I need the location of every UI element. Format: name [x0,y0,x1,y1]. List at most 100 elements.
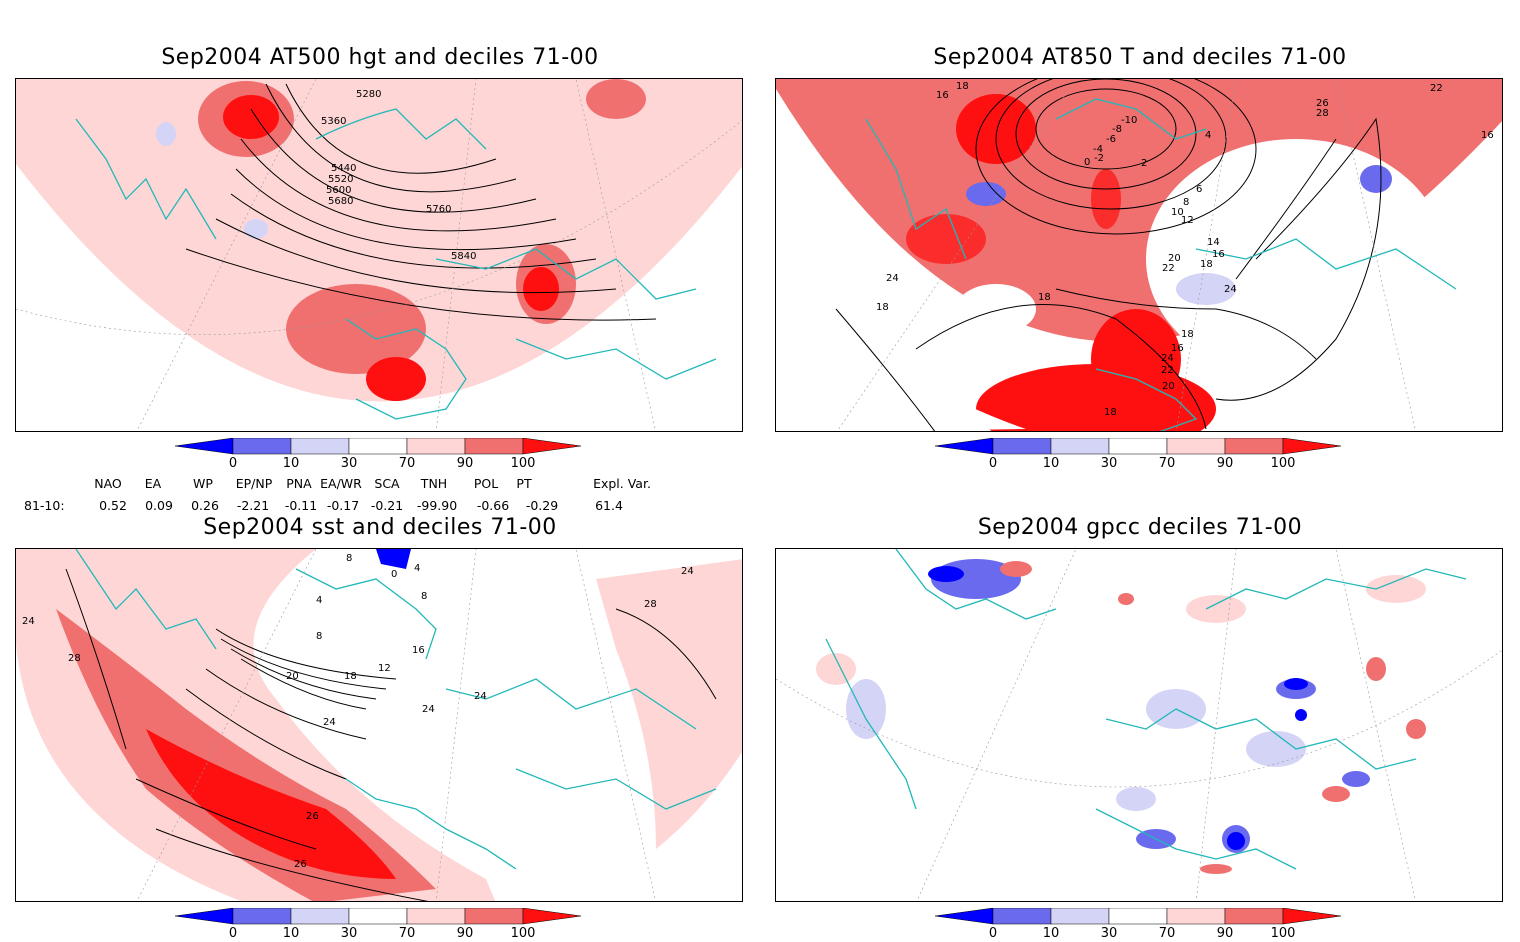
colorbar-segment-c90_100 [1224,908,1284,925]
colorbar-segment-c10_30 [1050,908,1110,925]
map-sst: 24 28 28 24 8 4 0 4 8 12 16 8 20 18 24 2… [16,549,742,901]
contour-label-5600: 5600 [326,185,351,196]
colorbar-tick-label: 0 [228,456,238,471]
contour-label-t29: 16 [1171,343,1184,354]
colorbar-segment-c70_90 [406,908,466,925]
contour-label-s17: 24 [422,704,435,715]
contour-label-t14: 10 [1171,207,1184,218]
contour-label-t33: 18 [1181,329,1194,340]
colorbar-svg [175,438,582,455]
contour-label-t9: 0 [1084,157,1090,168]
colorbar-arrow-high [1282,908,1342,925]
index-header: POL [473,476,499,491]
colorbar-tick-label: 0 [228,926,238,941]
index-header: EA/WR [320,476,362,491]
colorbar-segment-c0_10 [232,908,292,925]
index-header: PNA [286,476,312,491]
colorbar-segment-c0_10 [232,438,292,455]
contour-label-s4: 24 [681,566,694,577]
contour-label-s2: 28 [68,653,81,664]
colorbar-segment-c90_100 [1224,438,1284,455]
colorbar-hgt500: 0 10 30 70 90 100 [175,438,595,472]
index-value: -0.29 [525,498,559,513]
contour-label-s6: 4 [414,563,420,574]
index-header: NAO [94,476,122,491]
colorbar-tick-label: 10 [282,926,300,941]
colorbar-tick-label: 30 [1100,926,1118,941]
contour-label-s3: 28 [644,599,657,610]
colorbar-segment-c70_90 [406,438,466,455]
contour-label-t1: 18 [956,81,969,92]
colorbar-tick-label: 100 [510,926,536,941]
map-panel-gpcc [775,548,1503,902]
contour-label-s19: 26 [294,859,307,870]
contour-label-s15: 24 [323,717,336,728]
colorbar-arrow-low [175,438,234,455]
contour-label-t5: -8 [1112,124,1122,135]
colorbar-t850: 0 10 30 70 90 100 [935,438,1355,472]
contour-label-t4: -10 [1121,115,1137,126]
colorbar-gpcc: 0 10 30 70 90 100 [935,908,1355,942]
colorbar-tick-label: 10 [1042,456,1060,471]
index-header: PT [516,476,532,491]
colorbar-arrow-low [935,908,994,925]
colorbar-tick-label: 100 [1270,926,1296,941]
colorbar-segment-c70_90 [1166,908,1226,925]
map-panel-t850: 18 16 16 -10 -8 -6 -4 -2 0 4 2 6 8 10 12… [775,78,1503,432]
contour-label-t20: 22 [1162,263,1175,274]
colorbar-tick-label: 70 [1158,926,1176,941]
colorbar-tick-label: 30 [340,456,358,471]
index-value: 61.4 [595,498,623,513]
colorbar-tick-label: 70 [398,926,416,941]
colorbar-segment-c0_10 [992,438,1052,455]
colorbar-tick-label: 70 [1158,456,1176,471]
contour-label-s13: 20 [286,671,299,682]
colorbar-segment-c90_100 [464,438,524,455]
contour-label-5840: 5840 [451,251,476,262]
colorbar-tick-label: 30 [340,926,358,941]
contour-label-t10: 4 [1205,130,1211,141]
contour-label-s8: 4 [316,595,322,606]
contour-label-t8: -2 [1094,153,1104,164]
contour-label-t16: 14 [1207,237,1220,248]
contour-label-t6: -6 [1106,134,1116,145]
contour-label-s10: 12 [378,663,391,674]
index-value: -0.11 [284,498,318,513]
title-sst: Sep2004 sst and deciles 71-00 [203,515,557,540]
contour-label-5520: 5520 [328,174,353,185]
colorbar-segment-c0_10 [992,908,1052,925]
colorbar-tick-label: 90 [456,456,474,471]
colorbar-tick-label: 100 [510,456,536,471]
contour-label-t3: 16 [1481,130,1494,141]
title-gpcc: Sep2004 gpcc deciles 71-00 [977,515,1303,540]
colorbar-svg [175,908,582,925]
colorbar-arrow-high [1282,438,1342,455]
index-value: -0.21 [370,498,404,513]
colorbar-tick-label: 0 [988,926,998,941]
contour-label-t13: 8 [1183,197,1189,208]
index-header: Expl. Var. [593,476,651,491]
colorbar-segment-c10_30 [290,908,350,925]
contour-label-s18: 26 [306,811,319,822]
map-hgt500: 5280 5360 5440 5520 5600 5680 5760 5840 [16,79,742,431]
index-value: 0.26 [191,498,219,513]
contour-label-5680: 5680 [328,196,353,207]
colorbar-arrow-high [522,438,582,455]
contour-label-t18: 18 [1200,259,1213,270]
contour-label-t26: 18 [876,302,889,313]
colorbar-arrow-low [935,438,994,455]
contour-label-t15: 12 [1181,215,1194,226]
colorbar-tick-label: 90 [1216,456,1234,471]
contour-label-t19: 20 [1168,253,1181,264]
colorbar-svg [935,908,1342,925]
colorbar-segment-c30_70 [1108,908,1168,925]
contour-label-t2: 16 [936,90,949,101]
contour-label-t23: 28 [1316,108,1329,119]
index-header: SCA [374,476,400,491]
contour-label-t21: 24 [1224,284,1237,295]
colorbar-svg [935,438,1342,455]
index-value: -2.21 [236,498,270,513]
map-t850: 18 16 16 -10 -8 -6 -4 -2 0 4 2 6 8 10 12… [776,79,1502,431]
contour-label-t7: -4 [1093,144,1103,155]
contour-label-t31: 22 [1161,365,1174,376]
